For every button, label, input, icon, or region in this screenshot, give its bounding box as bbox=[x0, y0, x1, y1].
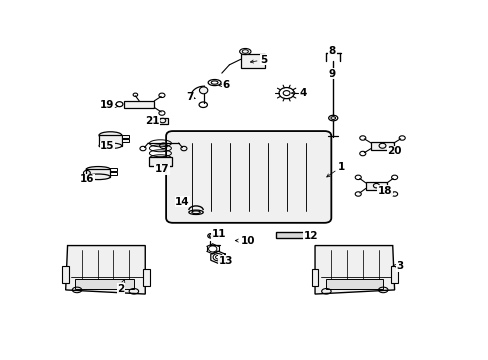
Text: 20: 20 bbox=[386, 146, 401, 156]
Ellipse shape bbox=[199, 87, 207, 94]
Text: 6: 6 bbox=[219, 80, 229, 90]
Ellipse shape bbox=[159, 118, 165, 123]
Text: 8: 8 bbox=[328, 46, 335, 56]
Bar bbox=[122, 139, 129, 142]
Bar bbox=[390, 266, 398, 283]
Text: 11: 11 bbox=[211, 229, 226, 239]
Ellipse shape bbox=[99, 132, 122, 139]
Text: 21: 21 bbox=[144, 116, 159, 126]
Polygon shape bbox=[65, 246, 145, 294]
FancyBboxPatch shape bbox=[166, 131, 331, 223]
Ellipse shape bbox=[239, 49, 250, 55]
Bar bbox=[275, 232, 307, 238]
Bar bbox=[86, 169, 110, 177]
Bar bbox=[240, 54, 265, 68]
Text: 17: 17 bbox=[155, 164, 169, 174]
Text: 19: 19 bbox=[99, 100, 118, 110]
Text: 13: 13 bbox=[218, 256, 233, 266]
Text: 14: 14 bbox=[175, 197, 189, 207]
Ellipse shape bbox=[99, 143, 122, 149]
Text: 1: 1 bbox=[326, 162, 345, 177]
Text: 4: 4 bbox=[291, 88, 306, 98]
Bar bbox=[370, 141, 393, 150]
Text: 3: 3 bbox=[392, 261, 403, 271]
Bar bbox=[75, 279, 134, 288]
Text: 9: 9 bbox=[328, 69, 335, 79]
Bar bbox=[157, 118, 168, 124]
Bar bbox=[110, 168, 117, 171]
Text: 12: 12 bbox=[304, 231, 318, 241]
Text: 2: 2 bbox=[117, 280, 124, 293]
Bar bbox=[122, 135, 129, 138]
Bar bbox=[365, 181, 386, 190]
Text: 15: 15 bbox=[100, 141, 114, 151]
Bar bbox=[311, 269, 317, 286]
Bar bbox=[110, 172, 117, 175]
Bar bbox=[143, 269, 150, 286]
Bar bbox=[326, 279, 383, 288]
Bar bbox=[99, 135, 122, 146]
Text: 7: 7 bbox=[186, 92, 195, 102]
Text: 5: 5 bbox=[250, 55, 267, 65]
Ellipse shape bbox=[86, 167, 110, 172]
Text: 16: 16 bbox=[80, 174, 94, 184]
Bar bbox=[62, 266, 69, 283]
Polygon shape bbox=[314, 246, 394, 294]
Bar bbox=[149, 157, 171, 166]
Ellipse shape bbox=[86, 174, 110, 180]
Bar bbox=[124, 101, 154, 108]
Text: 18: 18 bbox=[377, 186, 391, 196]
Text: 10: 10 bbox=[235, 235, 254, 246]
